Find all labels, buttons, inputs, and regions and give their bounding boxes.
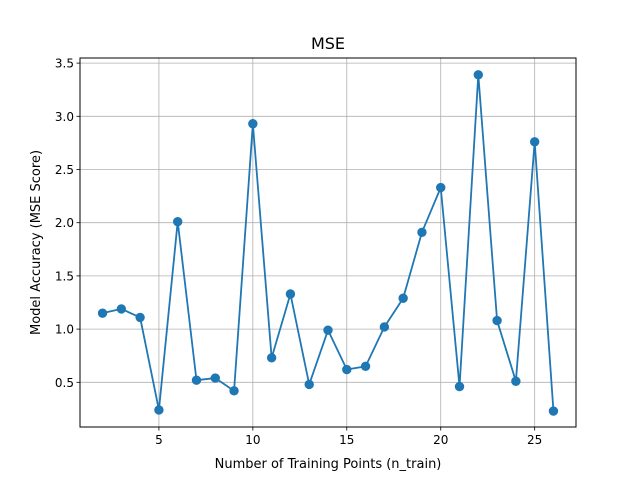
data-point — [417, 227, 427, 237]
data-point — [511, 376, 521, 386]
x-tick-label: 25 — [527, 433, 542, 447]
data-point — [304, 379, 314, 390]
data-point — [360, 361, 371, 372]
data-point — [266, 353, 277, 363]
data-point — [97, 308, 108, 318]
data-point — [191, 375, 202, 385]
data-point — [248, 119, 258, 129]
data-point — [135, 312, 145, 323]
data-point — [229, 386, 239, 396]
y-tick-label: 2.5 — [55, 163, 74, 177]
data-point — [172, 216, 183, 227]
data-point — [398, 293, 408, 303]
x-tick-label: 15 — [339, 433, 354, 447]
plot-frame — [79, 57, 577, 428]
series-markers — [97, 70, 559, 416]
data-point — [342, 364, 352, 375]
x-tick-label: 20 — [433, 433, 448, 447]
chart-title: MSE — [311, 34, 345, 53]
x-tick-label: 5 — [155, 433, 163, 447]
y-tick-label: 1.0 — [55, 323, 74, 337]
y-tick-label: 3.5 — [55, 57, 74, 71]
data-point — [529, 137, 540, 147]
y-tick-label: 0.5 — [55, 376, 74, 390]
x-axis-label: Number of Training Points (n_train) — [215, 457, 442, 472]
data-point — [154, 405, 164, 415]
data-point — [548, 406, 559, 416]
y-tick-label: 1.5 — [55, 269, 74, 283]
data-point — [454, 381, 465, 392]
y-axis-label: Model Accuracy (MSE Score) — [29, 150, 44, 335]
y-tick-label: 2.0 — [55, 216, 74, 230]
axis-ticks: 5 10 15 20 25 0.5 1.0 1.5 2.0 2.5 3.0 3.5 — [55, 57, 542, 447]
data-point — [473, 70, 484, 80]
data-point — [116, 304, 127, 314]
x-tick-label: 10 — [245, 433, 260, 447]
data-point — [210, 373, 220, 383]
data-point — [323, 325, 333, 335]
data-point — [379, 322, 390, 332]
data-point — [436, 182, 446, 193]
data-point — [492, 315, 502, 326]
grid-lines — [80, 58, 576, 427]
data-point — [285, 289, 296, 299]
y-tick-label: 3.0 — [55, 110, 74, 124]
